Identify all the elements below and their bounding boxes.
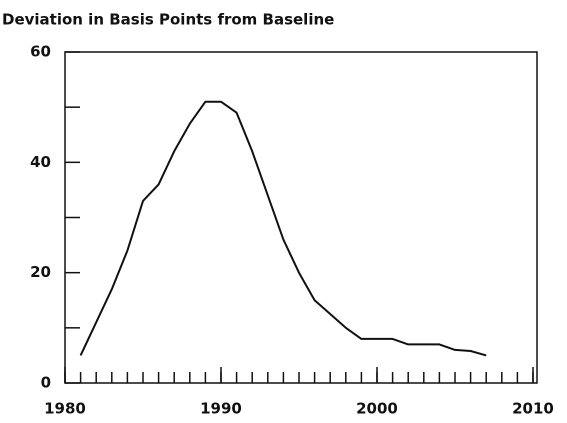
x-tick-label: 1990 [200, 400, 242, 418]
y-tick-label: 20 [30, 263, 51, 281]
x-tick-label: 2000 [356, 400, 398, 418]
x-tick-label: 1980 [44, 400, 86, 418]
y-tick-label: 0 [41, 374, 51, 392]
chart-title: Deviation in Basis Points from Baseline [2, 11, 334, 29]
data-line [79, 100, 487, 357]
y-tick-label: 60 [30, 43, 51, 61]
x-tick-label: 2010 [512, 400, 554, 418]
plot-frame [64, 51, 538, 384]
y-tick-label: 40 [30, 153, 51, 171]
